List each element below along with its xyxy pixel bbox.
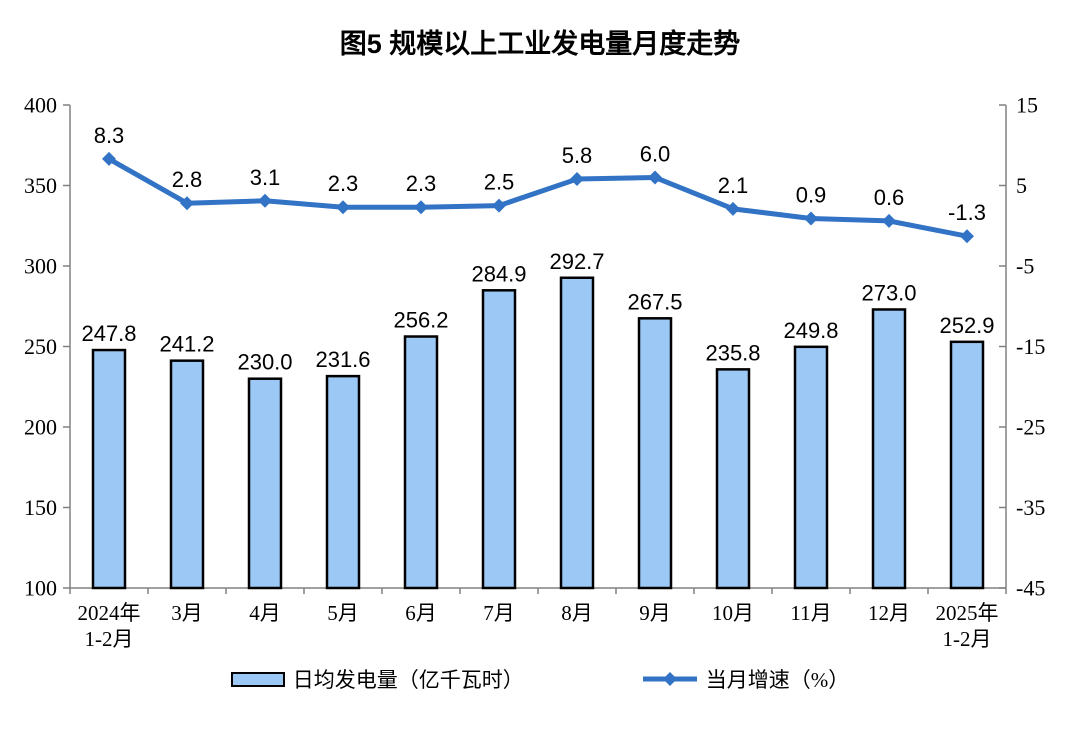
right-axis-tick-label: -25 xyxy=(1016,415,1045,440)
x-axis-label: 5月 xyxy=(327,601,359,625)
line-marker-diamond-icon xyxy=(648,170,662,185)
bar xyxy=(871,308,907,590)
bar-data-label: 230.0 xyxy=(237,350,292,375)
bar-series-swatch xyxy=(230,671,285,687)
bar-data-label: 284.9 xyxy=(471,261,526,286)
right-axis-tick-label: -45 xyxy=(1016,576,1045,601)
bar xyxy=(715,368,751,590)
chart-canvas: 100 150 200 250 300 350 400 -45 -35 -25 -15 -5 5 15 20… xyxy=(24,93,1045,651)
line-swatch-diamond-icon xyxy=(662,672,677,686)
x-axis-label: 4月 xyxy=(249,601,281,625)
left-axis-tick-label: 250 xyxy=(24,334,57,359)
line-marker-diamond-icon xyxy=(258,193,272,208)
x-axis-label: 2024年 1-2月 xyxy=(78,601,141,651)
line-series xyxy=(106,156,970,239)
right-axis-tick-label: 15 xyxy=(1016,93,1038,118)
line-data-label: -1.3 xyxy=(948,200,986,225)
bar xyxy=(559,276,595,590)
line-marker-diamond-icon xyxy=(336,200,350,215)
bar-data-label: 252.9 xyxy=(939,313,994,338)
line-marker-diamond-icon xyxy=(882,213,896,228)
left-axis-tick-label: 200 xyxy=(24,415,57,440)
line-data-label: 2.1 xyxy=(718,173,749,198)
x-axis-label: 6月 xyxy=(405,601,437,625)
line-marker-diamond-icon xyxy=(414,200,428,215)
x-axis-label: 11月 xyxy=(790,601,831,625)
left-axis-tick-label: 400 xyxy=(24,93,57,118)
line-marker-diamond-icon xyxy=(102,151,116,166)
x-axis-label: 3月 xyxy=(171,601,203,625)
x-axis-label: 12月 xyxy=(868,601,910,625)
bar-data-label: 292.7 xyxy=(549,249,604,274)
line-data-label: 0.6 xyxy=(874,185,905,210)
bar xyxy=(637,317,673,590)
line-data-label: 5.8 xyxy=(562,143,593,168)
line-marker-diamond-icon xyxy=(180,196,194,211)
x-axis-label: 2025年 1-2月 xyxy=(936,601,999,651)
x-axis-label: 10月 xyxy=(712,601,754,625)
right-axis-tick-label: 5 xyxy=(1016,173,1027,198)
line-marker-diamond-icon xyxy=(726,201,740,216)
line-series-swatch xyxy=(642,672,697,686)
bar-data-label: 241.2 xyxy=(159,332,214,357)
bar xyxy=(91,348,127,590)
line-marker-diamond-icon xyxy=(570,172,584,187)
line-data-label: 6.0 xyxy=(640,141,671,166)
left-axis-tick-label: 350 xyxy=(24,173,57,198)
line-data-label: 2.3 xyxy=(406,171,437,196)
bar xyxy=(403,335,439,590)
bar xyxy=(169,359,205,590)
line-marker-diamond-icon xyxy=(804,211,818,226)
x-axis-label: 8月 xyxy=(561,601,593,625)
left-axis-tick-label: 150 xyxy=(24,495,57,520)
line-data-label: 2.5 xyxy=(484,170,515,195)
line-data-label: 2.3 xyxy=(328,171,359,196)
bar-data-label: 256.2 xyxy=(393,308,448,333)
chart-title: 图5 规模以上工业发电量月度走势 xyxy=(339,29,741,59)
bar-data-label: 247.8 xyxy=(81,321,136,346)
line-data-label: 2.8 xyxy=(172,167,203,192)
bar-data-label: 267.5 xyxy=(627,289,682,314)
bar xyxy=(325,374,361,590)
left-axis-tick-label: 100 xyxy=(24,576,57,601)
bar-data-label: 235.8 xyxy=(705,340,760,365)
bar-series-label: 日均发电量（亿千瓦时） xyxy=(292,668,524,692)
bar-data-label: 231.6 xyxy=(315,347,370,372)
line-data-label: 8.3 xyxy=(94,123,125,148)
bar-data-label: 273.0 xyxy=(861,280,916,305)
bar-data-label: 249.8 xyxy=(783,318,838,343)
right-axis-tick-label: -5 xyxy=(1016,254,1034,279)
bar xyxy=(247,377,283,590)
legend-item-bar-series: 日均发电量（亿千瓦时） xyxy=(230,664,524,694)
chart-legend: 日均发电量（亿千瓦时） 当月增速（%） xyxy=(0,664,1080,694)
line-marker-diamond-icon xyxy=(960,229,974,244)
right-axis-tick-label: -35 xyxy=(1016,495,1045,520)
x-axis-label: 9月 xyxy=(639,601,671,625)
left-axis-tick-label: 300 xyxy=(24,254,57,279)
line-data-label: 0.9 xyxy=(796,183,827,208)
legend-item-line-series: 当月增速（%） xyxy=(642,664,850,694)
line-series-label: 当月增速（%） xyxy=(705,668,850,692)
right-axis-tick-label: -15 xyxy=(1016,334,1045,359)
bar xyxy=(793,345,829,590)
line-data-label: 3.1 xyxy=(250,165,281,190)
line-marker-diamond-icon xyxy=(492,198,506,213)
bar xyxy=(481,289,517,590)
x-axis-label: 7月 xyxy=(483,601,515,625)
bar xyxy=(949,340,985,590)
